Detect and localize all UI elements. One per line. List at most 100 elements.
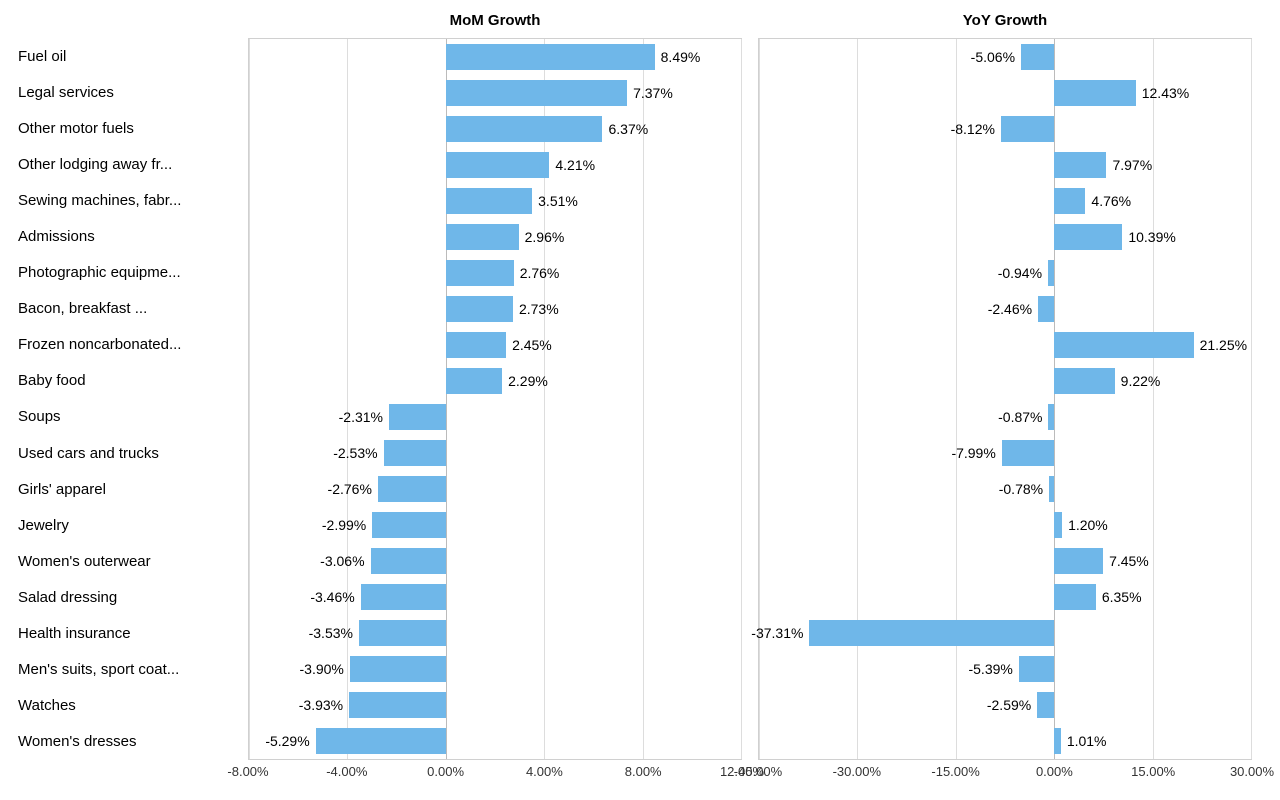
bar-value-label: -5.29% bbox=[265, 733, 309, 749]
category-label: Women's dresses bbox=[10, 733, 240, 750]
bar-value-label: -3.06% bbox=[320, 553, 364, 569]
bar-row: 6.37% bbox=[249, 111, 741, 147]
bar-row: -7.99% bbox=[759, 435, 1251, 471]
bar-value-label: 2.73% bbox=[519, 301, 559, 317]
bar bbox=[1048, 404, 1054, 430]
bar-row: 4.76% bbox=[759, 183, 1251, 219]
bar bbox=[446, 260, 514, 286]
chart-title: MoM Growth bbox=[248, 10, 742, 38]
bar-row: -3.06% bbox=[249, 543, 741, 579]
category-label: Baby food bbox=[10, 372, 240, 389]
bar-row: 4.21% bbox=[249, 147, 741, 183]
bar-value-label: 6.37% bbox=[609, 121, 649, 137]
bar-value-label: -5.39% bbox=[968, 661, 1012, 677]
bar-row: 12.43% bbox=[759, 75, 1251, 111]
bar-row: -2.59% bbox=[759, 687, 1251, 723]
bar-value-label: 4.76% bbox=[1091, 193, 1131, 209]
bar bbox=[1002, 440, 1054, 466]
bar-row: -0.78% bbox=[759, 471, 1251, 507]
bar bbox=[1054, 332, 1193, 358]
category-label: Other motor fuels bbox=[10, 120, 240, 137]
bar bbox=[809, 620, 1054, 646]
bar bbox=[1054, 152, 1106, 178]
bar bbox=[350, 656, 446, 682]
chart-x-axis: -45.00%-30.00%-15.00%0.00%15.00%30.00% bbox=[758, 760, 1252, 790]
x-tick-label: 8.00% bbox=[625, 764, 662, 779]
chart-bars: 8.49%7.37%6.37%4.21%3.51%2.96%2.76%2.73%… bbox=[249, 39, 741, 759]
bar-value-label: 12.43% bbox=[1142, 85, 1189, 101]
x-tick-label: 0.00% bbox=[427, 764, 464, 779]
bar bbox=[446, 152, 550, 178]
bar-row: 2.29% bbox=[249, 363, 741, 399]
bar bbox=[389, 404, 446, 430]
bar bbox=[1054, 368, 1114, 394]
bar-value-label: -2.76% bbox=[328, 481, 372, 497]
bar-row: -2.31% bbox=[249, 399, 741, 435]
category-label: Bacon, breakfast ... bbox=[10, 300, 240, 317]
bar-row: 10.39% bbox=[759, 219, 1251, 255]
bar-value-label: -3.53% bbox=[309, 625, 353, 641]
bar-value-label: -2.46% bbox=[988, 301, 1032, 317]
bar-row: 2.76% bbox=[249, 255, 741, 291]
bar bbox=[1021, 44, 1054, 70]
bar-row: 2.73% bbox=[249, 291, 741, 327]
bar bbox=[316, 728, 446, 754]
bar bbox=[1049, 476, 1054, 502]
category-label: Sewing machines, fabr... bbox=[10, 192, 240, 209]
bar bbox=[446, 116, 603, 142]
bar-row: -3.53% bbox=[249, 615, 741, 651]
bar bbox=[371, 548, 446, 574]
bar-value-label: 7.45% bbox=[1109, 553, 1149, 569]
bar-row: -3.46% bbox=[249, 579, 741, 615]
bar bbox=[1054, 728, 1061, 754]
bar bbox=[446, 332, 506, 358]
bar-row: 6.35% bbox=[759, 579, 1251, 615]
category-label: Admissions bbox=[10, 228, 240, 245]
bar bbox=[1019, 656, 1054, 682]
chart-title: YoY Growth bbox=[758, 10, 1252, 38]
bar-value-label: -0.78% bbox=[999, 481, 1043, 497]
x-tick-label: -15.00% bbox=[931, 764, 979, 779]
bar bbox=[1054, 224, 1122, 250]
bar bbox=[359, 620, 446, 646]
bar bbox=[1054, 548, 1103, 574]
x-tick-label: -30.00% bbox=[833, 764, 881, 779]
bar-row: 1.20% bbox=[759, 507, 1251, 543]
bar bbox=[1054, 512, 1062, 538]
chart-panel: Fuel oilLegal servicesOther motor fuelsO… bbox=[0, 0, 1280, 800]
bar-row: -2.46% bbox=[759, 291, 1251, 327]
bar-row: 7.45% bbox=[759, 543, 1251, 579]
bar-value-label: -2.99% bbox=[322, 517, 366, 533]
bar bbox=[1001, 116, 1054, 142]
bar bbox=[446, 80, 627, 106]
bar-value-label: -7.99% bbox=[951, 445, 995, 461]
category-label: Frozen noncarbonated... bbox=[10, 336, 240, 353]
bar-value-label: -3.46% bbox=[310, 589, 354, 605]
bar bbox=[1037, 692, 1054, 718]
bar-value-label: 10.39% bbox=[1128, 229, 1175, 245]
bar-value-label: -2.53% bbox=[333, 445, 377, 461]
x-tick-label: 15.00% bbox=[1131, 764, 1175, 779]
bar-value-label: -3.93% bbox=[299, 697, 343, 713]
bar-value-label: 2.76% bbox=[520, 265, 560, 281]
bar bbox=[378, 476, 446, 502]
bar-value-label: -37.31% bbox=[751, 625, 803, 641]
bar-row: 3.51% bbox=[249, 183, 741, 219]
category-label: Men's suits, sport coat... bbox=[10, 661, 240, 678]
category-label: Soups bbox=[10, 408, 240, 425]
bar-value-label: 8.49% bbox=[661, 49, 701, 65]
bar-row: -3.93% bbox=[249, 687, 741, 723]
bar-row: 21.25% bbox=[759, 327, 1251, 363]
bar-row: 9.22% bbox=[759, 363, 1251, 399]
mom-growth-chart: MoM Growth 8.49%7.37%6.37%4.21%3.51%2.96… bbox=[240, 10, 750, 790]
bar-value-label: -2.31% bbox=[339, 409, 383, 425]
bar-value-label: -5.06% bbox=[971, 49, 1015, 65]
bar-value-label: -0.94% bbox=[998, 265, 1042, 281]
bar bbox=[446, 296, 513, 322]
bar bbox=[446, 188, 532, 214]
bar-row: 7.37% bbox=[249, 75, 741, 111]
bar bbox=[384, 440, 446, 466]
bar-row: 8.49% bbox=[249, 39, 741, 75]
chart-x-axis: -8.00%-4.00%0.00%4.00%8.00%12.00% bbox=[248, 760, 742, 790]
gridline bbox=[741, 39, 742, 759]
